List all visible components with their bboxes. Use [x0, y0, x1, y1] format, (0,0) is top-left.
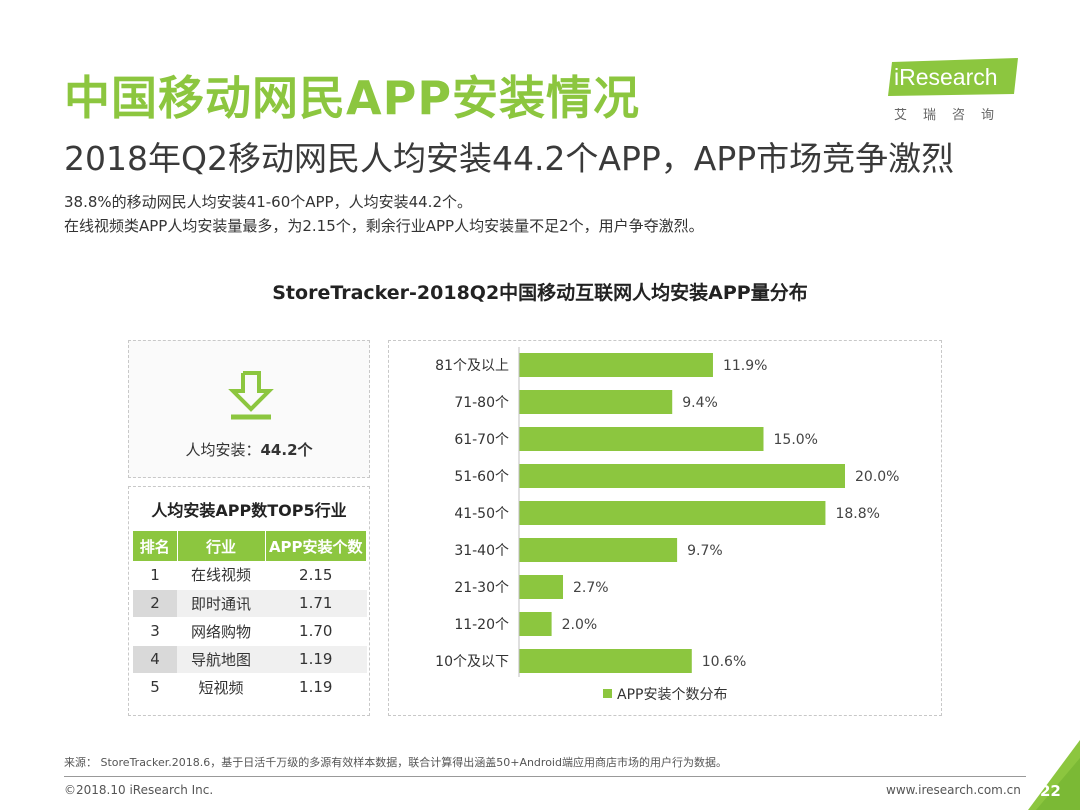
description-line-2: 在线视频类APP人均安装量最多，为2.15个，剩余行业APP人均安装量不足2个，…: [64, 217, 704, 235]
bar: [519, 538, 678, 562]
bar-value-label: 15.0%: [774, 432, 818, 448]
count-cell: 1.19: [265, 673, 367, 702]
bar-value-label: 2.7%: [573, 580, 609, 596]
bar: [519, 390, 673, 414]
top5-table: 排名 行业 APP安装个数 1 在线视频 2.15 2 即时通讯 1.71 3 …: [133, 531, 367, 702]
category-tick-label: 10个及以下: [435, 654, 509, 670]
top5-title: 人均安装APP数TOP5行业: [151, 501, 347, 520]
bar-chart: 81个及以上 11.9% 71-80个 9.4% 61-70个 15.0% 51-60个 20…: [435, 347, 899, 703]
count-cell: 1.70: [265, 617, 367, 646]
logo-badge-shape: [888, 58, 1018, 96]
page-number: 22: [1040, 782, 1061, 800]
category-tick-label: 11-20个: [454, 617, 509, 633]
description: 38.8%的移动网民人均安装41-60个APP，人均安装44.2个。 在线视频类…: [64, 190, 704, 238]
category-tick-label: 51-60个: [454, 469, 509, 485]
industry-cell: 网络购物: [177, 617, 265, 646]
header-count: APP安装个数: [265, 531, 367, 561]
bar-value-label: 9.7%: [687, 543, 723, 559]
average-label-text: 人均安装：: [185, 441, 261, 459]
rank-cell: 2: [133, 589, 177, 618]
average-install-panel: 人均安装：44.2个: [128, 340, 370, 478]
category-tick-label: 21-30个: [454, 580, 509, 596]
bar-value-label: 2.0%: [562, 617, 598, 633]
count-cell: 2.15: [265, 561, 367, 590]
website-text: www.iresearch.com.cn: [886, 783, 1021, 797]
industry-cell: 即时通讯: [177, 589, 265, 618]
iresearch-logo: iResearch 艾瑞咨询: [888, 58, 1028, 128]
source-note: 来源： StoreTracker.2018.6，基于日活千万级的多源有效样本数据…: [64, 756, 727, 769]
logo-cn-text: 艾瑞咨询: [894, 108, 1011, 123]
category-tick-label: 61-70个: [454, 432, 509, 448]
bar: [519, 464, 845, 488]
bar: [519, 649, 692, 673]
download-arrow-icon: [228, 371, 274, 420]
rank-cell: 5: [133, 673, 177, 702]
footer-divider: [64, 776, 1026, 777]
legend-swatch: [603, 689, 612, 698]
bar: [519, 575, 564, 599]
description-line-1: 38.8%的移动网民人均安装41-60个APP，人均安装44.2个。: [64, 193, 472, 211]
bar: [519, 501, 826, 525]
copyright-text: ©2018.10 iResearch Inc.: [64, 783, 214, 797]
rank-cell: 3: [133, 617, 177, 646]
table-row: 3 网络购物 1.70: [133, 617, 367, 646]
industry-cell: 短视频: [177, 673, 265, 702]
bar: [519, 353, 713, 377]
bar-value-label: 10.6%: [702, 654, 746, 670]
table-row: 4 导航地图 1.19: [133, 645, 367, 674]
count-cell: 1.71: [265, 589, 367, 618]
header-industry: 行业: [177, 531, 266, 561]
header-rank: 排名: [133, 531, 178, 561]
table-row: 1 在线视频 2.15: [133, 561, 367, 590]
bar-value-label: 9.4%: [682, 395, 718, 411]
category-tick-label: 81个及以上: [435, 358, 509, 374]
category-tick-label: 41-50个: [454, 506, 509, 522]
category-tick-label: 71-80个: [454, 395, 509, 411]
bar-value-label: 20.0%: [855, 469, 899, 485]
distribution-chart-panel: 81个及以上 11.9% 71-80个 9.4% 61-70个 15.0% 51-60个 20…: [388, 340, 942, 716]
bar: [519, 427, 764, 451]
industry-cell: 在线视频: [177, 561, 265, 590]
bar: [519, 612, 552, 636]
chart-title: StoreTracker-2018Q2中国移动互联网人均安装APP量分布: [272, 282, 808, 304]
table-row: 5 短视频 1.19: [133, 673, 367, 702]
legend-label: APP安装个数分布: [617, 687, 727, 703]
rank-cell: 1: [133, 561, 177, 590]
page-title: 中国移动网民APP安装情况: [64, 71, 641, 125]
corner-decoration: [1028, 740, 1080, 810]
bar-value-label: 11.9%: [723, 358, 767, 374]
average-install-label: 人均安装：44.2个: [129, 439, 369, 460]
count-cell: 1.19: [265, 645, 367, 674]
top5-industry-panel: 人均安装APP数TOP5行业 排名 行业 APP安装个数 1 在线视频 2.15…: [128, 486, 370, 716]
bar-value-label: 18.8%: [835, 506, 879, 522]
category-tick-label: 31-40个: [454, 543, 509, 559]
logo-brand-text: iResearch: [894, 64, 998, 90]
average-value: 44.2个: [260, 441, 313, 459]
page-subtitle: 2018年Q2移动网民人均安装44.2个APP，APP市场竞争激烈: [64, 139, 955, 178]
table-row: 2 即时通讯 1.71: [133, 589, 367, 618]
rank-cell: 4: [133, 645, 177, 674]
industry-cell: 导航地图: [177, 645, 265, 674]
table-header-row: 排名 行业 APP安装个数: [133, 531, 367, 561]
